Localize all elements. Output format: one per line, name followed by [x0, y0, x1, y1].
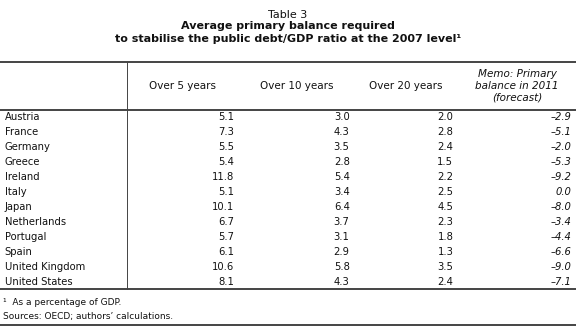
Text: –6.6: –6.6: [551, 247, 571, 257]
Text: 1.5: 1.5: [437, 157, 453, 167]
Text: 10.6: 10.6: [212, 262, 234, 272]
Text: 6.7: 6.7: [218, 217, 234, 227]
Text: to stabilise the public debt/GDP ratio at the 2007 level¹: to stabilise the public debt/GDP ratio a…: [115, 34, 461, 44]
Text: 2.4: 2.4: [437, 142, 453, 152]
Text: Table 3: Table 3: [268, 10, 308, 20]
Text: –2.9: –2.9: [551, 112, 571, 122]
Text: 8.1: 8.1: [218, 277, 234, 287]
Text: –7.1: –7.1: [551, 277, 571, 287]
Text: 10.1: 10.1: [212, 202, 234, 212]
Text: 1.8: 1.8: [437, 232, 453, 242]
Text: 2.2: 2.2: [437, 172, 453, 182]
Text: –5.1: –5.1: [551, 127, 571, 137]
Text: 2.4: 2.4: [437, 277, 453, 287]
Text: Greece: Greece: [5, 157, 40, 167]
Text: Spain: Spain: [5, 247, 32, 257]
Text: 2.3: 2.3: [437, 217, 453, 227]
Text: 11.8: 11.8: [212, 172, 234, 182]
Text: Sources: OECD; authors’ calculations.: Sources: OECD; authors’ calculations.: [3, 312, 173, 321]
Text: 5.4: 5.4: [218, 157, 234, 167]
Text: –4.4: –4.4: [551, 232, 571, 242]
Text: Over 20 years: Over 20 years: [369, 81, 443, 91]
Text: 3.5: 3.5: [437, 262, 453, 272]
Text: 3.0: 3.0: [334, 112, 350, 122]
Text: Ireland: Ireland: [5, 172, 39, 182]
Text: –9.0: –9.0: [551, 262, 571, 272]
Text: –9.2: –9.2: [551, 172, 571, 182]
Text: Over 10 years: Over 10 years: [260, 81, 334, 91]
Text: 2.8: 2.8: [437, 127, 453, 137]
Text: France: France: [5, 127, 38, 137]
Text: 3.5: 3.5: [334, 142, 350, 152]
Text: –8.0: –8.0: [551, 202, 571, 212]
Text: Over 5 years: Over 5 years: [149, 81, 217, 91]
Text: 2.8: 2.8: [334, 157, 350, 167]
Text: 3.1: 3.1: [334, 232, 350, 242]
Text: 4.3: 4.3: [334, 277, 350, 287]
Text: 4.3: 4.3: [334, 127, 350, 137]
Text: 5.5: 5.5: [218, 142, 234, 152]
Text: Netherlands: Netherlands: [5, 217, 66, 227]
Text: 3.7: 3.7: [334, 217, 350, 227]
Text: Austria: Austria: [5, 112, 40, 122]
Text: 5.4: 5.4: [334, 172, 350, 182]
Text: 5.1: 5.1: [218, 187, 234, 197]
Text: 5.1: 5.1: [218, 112, 234, 122]
Text: 2.5: 2.5: [437, 187, 453, 197]
Text: 5.7: 5.7: [218, 232, 234, 242]
Text: Portugal: Portugal: [5, 232, 46, 242]
Text: 6.1: 6.1: [218, 247, 234, 257]
Text: 2.9: 2.9: [334, 247, 350, 257]
Text: Japan: Japan: [5, 202, 32, 212]
Text: United Kingdom: United Kingdom: [5, 262, 85, 272]
Text: 3.4: 3.4: [334, 187, 350, 197]
Text: –5.3: –5.3: [551, 157, 571, 167]
Text: Germany: Germany: [5, 142, 51, 152]
Text: Average primary balance required: Average primary balance required: [181, 21, 395, 31]
Text: 0.0: 0.0: [555, 187, 571, 197]
Text: 5.8: 5.8: [334, 262, 350, 272]
Text: 4.5: 4.5: [437, 202, 453, 212]
Text: 2.0: 2.0: [437, 112, 453, 122]
Text: 7.3: 7.3: [218, 127, 234, 137]
Text: –3.4: –3.4: [551, 217, 571, 227]
Text: Italy: Italy: [5, 187, 26, 197]
Text: ¹  As a percentage of GDP.: ¹ As a percentage of GDP.: [3, 298, 122, 307]
Text: –2.0: –2.0: [551, 142, 571, 152]
Text: 1.3: 1.3: [437, 247, 453, 257]
Text: Memo: Primary
balance in 2011
(forecast): Memo: Primary balance in 2011 (forecast): [475, 69, 559, 102]
Text: 6.4: 6.4: [334, 202, 350, 212]
Text: United States: United States: [5, 277, 72, 287]
